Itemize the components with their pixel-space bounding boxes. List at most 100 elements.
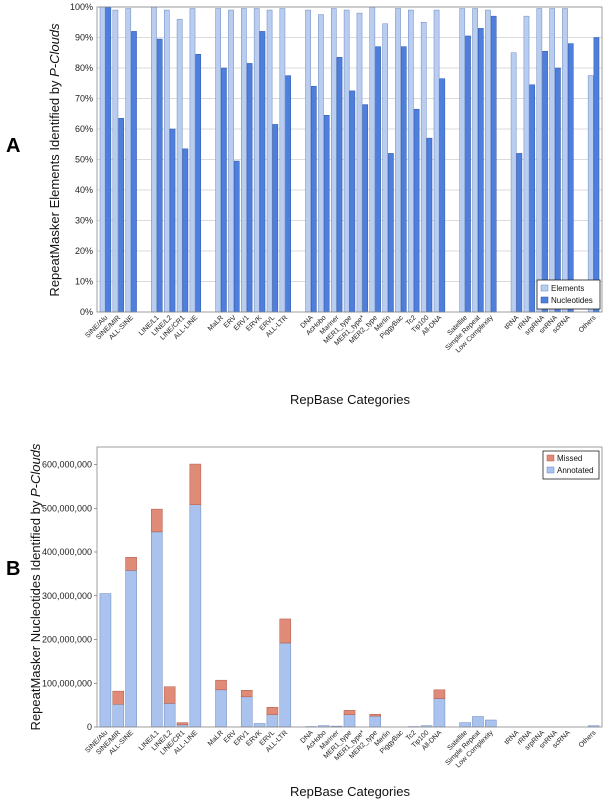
bar-annotated-all-line (189, 504, 202, 728)
bar-nucleotides-all-line (195, 54, 202, 313)
bar-nucleotides-mer1-type (349, 90, 356, 313)
bar-elements-tc2 (408, 9, 414, 313)
bar-missed-mer2-type (369, 714, 381, 717)
bar-nucleotides-satellite (465, 35, 471, 313)
bar-annotated-all-ltr (279, 642, 292, 728)
y-tick-label: 300,000,000 (42, 591, 92, 601)
bar-missed-malr (215, 679, 227, 691)
bar-annotated-satellite (459, 722, 471, 728)
x-tick-label: MaLR (207, 314, 225, 332)
bars-a (99, 6, 600, 313)
y-tick-label: 70% (75, 94, 93, 104)
x-tick-label: Others (578, 729, 598, 749)
bar-elements-achobo (318, 14, 324, 313)
bar-elements-line-l2 (163, 9, 170, 313)
legend-swatch-missed (546, 454, 555, 462)
bar-nucleotides-all-dna (439, 78, 446, 313)
bar-nucleotides-tc2 (413, 108, 420, 313)
bar-nucleotides-achobo (323, 115, 330, 313)
bar-nucleotides-erv1 (246, 63, 253, 313)
bar-nucleotides-erv (233, 160, 240, 313)
bar-nucleotides-mer2-type (375, 46, 381, 313)
bar-elements-snrna (549, 8, 555, 313)
bar-annotated-simple-repeat (472, 716, 484, 728)
bar-missed-mer1-type (343, 710, 356, 715)
x-axis-label-a: RepBase Categories (290, 392, 410, 407)
y-tick-label: 100,000,000 (42, 678, 92, 688)
bar-annotated-line-l1 (151, 531, 163, 728)
bar-annotated-all-sine (125, 570, 137, 728)
bar-nucleotides-line-l1 (156, 38, 163, 313)
bar-annotated-sine-mir (112, 704, 125, 728)
bar-elements-rrna (523, 15, 530, 313)
bar-missed-all-sine (125, 557, 137, 571)
y-tick-label: 30% (75, 216, 93, 226)
bar-missed-sine-mir (112, 690, 125, 705)
legend-swatch-elements (540, 284, 549, 292)
y-tick-label: 40% (75, 185, 93, 195)
bar-annotated-erv1 (240, 696, 253, 728)
bar-nucleotides-malr (221, 67, 227, 313)
bar-nucleotides-line-l2 (169, 128, 176, 313)
y-tick-label: 200,000,000 (42, 635, 92, 645)
bar-nucleotides-simple-repeat (478, 28, 484, 313)
bar-nucleotides-merlin (388, 153, 394, 313)
panel-label-a: A (6, 135, 20, 157)
bar-annotated-line-l2 (163, 703, 176, 728)
bar-nucleotides-mer1-type (362, 104, 369, 313)
bar-missed-erv1 (240, 690, 253, 698)
bar-elements-scrna (562, 8, 568, 313)
bar-elements-sine-alu (99, 6, 106, 313)
y-axis-label-b: RepeatMasker Nucleotides Identified by P… (28, 443, 43, 730)
bar-missed-all-line (189, 463, 202, 505)
legend-a: Elements Nucleotides (536, 279, 601, 310)
panel-label-b: B (6, 558, 20, 580)
bar-nucleotides-srprna (542, 50, 548, 313)
bar-nucleotides-tip100 (426, 137, 433, 313)
legend-swatch-nucleotides (540, 296, 549, 304)
bar-elements-all-dna (433, 9, 440, 313)
plot-frame-a (96, 6, 603, 313)
bar-nucleotides-rrna (529, 84, 536, 313)
bar-elements-line-cr1 (176, 18, 183, 313)
y-tick-label: 400,000,000 (42, 547, 92, 557)
y-tick-label: 50% (75, 155, 93, 165)
bar-elements-ervl (266, 9, 273, 313)
bar-nucleotides-sine-alu (105, 6, 112, 313)
bar-nucleotides-trna (516, 153, 523, 313)
bar-nucleotides-ervl (272, 124, 279, 313)
bars-b (99, 463, 600, 728)
y-tick-label: 80% (75, 63, 93, 73)
bar-elements-sine-mir (112, 9, 119, 313)
bar-nucleotides-piggybac (400, 46, 407, 313)
bar-elements-mer2-type (369, 6, 376, 313)
bar-missed-all-dna (433, 689, 446, 699)
bar-annotated-malr (215, 689, 227, 728)
bar-elements-malr (215, 8, 221, 313)
bar-annotated-mer1-type (343, 714, 356, 728)
legend-b: Missed Annotated (542, 450, 600, 480)
y-tick-label: 10% (75, 277, 93, 287)
bar-elements-erv (228, 9, 234, 313)
bar-elements-erv1 (241, 8, 247, 313)
y-axis-label-a: RepeatMasker Elements Identified by P-Cl… (47, 23, 62, 297)
bar-annotated-mer2-type (369, 715, 381, 728)
legend-label-missed: Missed (557, 454, 582, 463)
bar-nucleotides-line-cr1 (182, 148, 189, 313)
bar-nucleotides-others (593, 37, 600, 313)
bar-missed-ervl (266, 707, 279, 715)
y-tick-label: 60% (75, 124, 93, 134)
bar-annotated-all-dna (433, 698, 446, 728)
y-tick-label: 600,000,000 (42, 460, 92, 470)
bar-elements-all-line (189, 8, 196, 313)
y-ticks-a: 0% 10% 20% 30% 40% 50% 60% 70% 80% 90% 100% (70, 2, 93, 317)
bar-nucleotides-dna (311, 86, 317, 313)
chart-a: A 0% 10% 20% 30% 40% 50% 60% 70% 80% 90% 100% SINE… (6, 2, 603, 407)
y-tick-label: 0% (80, 307, 93, 317)
legend-swatch-annotated (546, 466, 555, 474)
bar-elements-trna (510, 52, 517, 313)
y-tick-label: 90% (75, 33, 93, 43)
